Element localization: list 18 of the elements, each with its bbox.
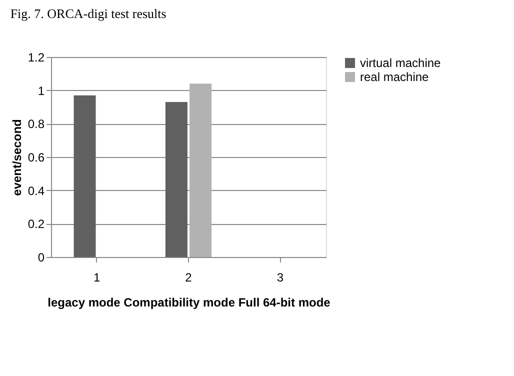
y-tick-label: 0.4	[28, 184, 45, 198]
x-tick-label: 1	[93, 270, 100, 284]
y-tick-label: 0.2	[28, 217, 45, 232]
y-tick-label: 0.8	[28, 117, 45, 132]
y-tick-label: 1.2	[28, 50, 45, 64]
x-tick-label: 3	[276, 270, 284, 284]
y-tick-label: 0	[38, 250, 45, 264]
legend-label: real machine	[360, 70, 430, 84]
bar	[165, 102, 188, 257]
y-tick-label: 0.6	[28, 150, 45, 164]
x-axis-title: legacy mode Compatibility mode Full 64-bit mode	[48, 296, 331, 310]
y-tick-label: 1	[38, 84, 45, 98]
chart-title: Fig. 7. ORCA-digi test results	[10, 6, 166, 21]
bar	[190, 84, 212, 257]
legend-label: virtual machine	[360, 56, 442, 70]
x-tick-label: 2	[185, 270, 192, 284]
y-axis-title: event/second	[10, 119, 24, 196]
bar	[74, 95, 96, 257]
